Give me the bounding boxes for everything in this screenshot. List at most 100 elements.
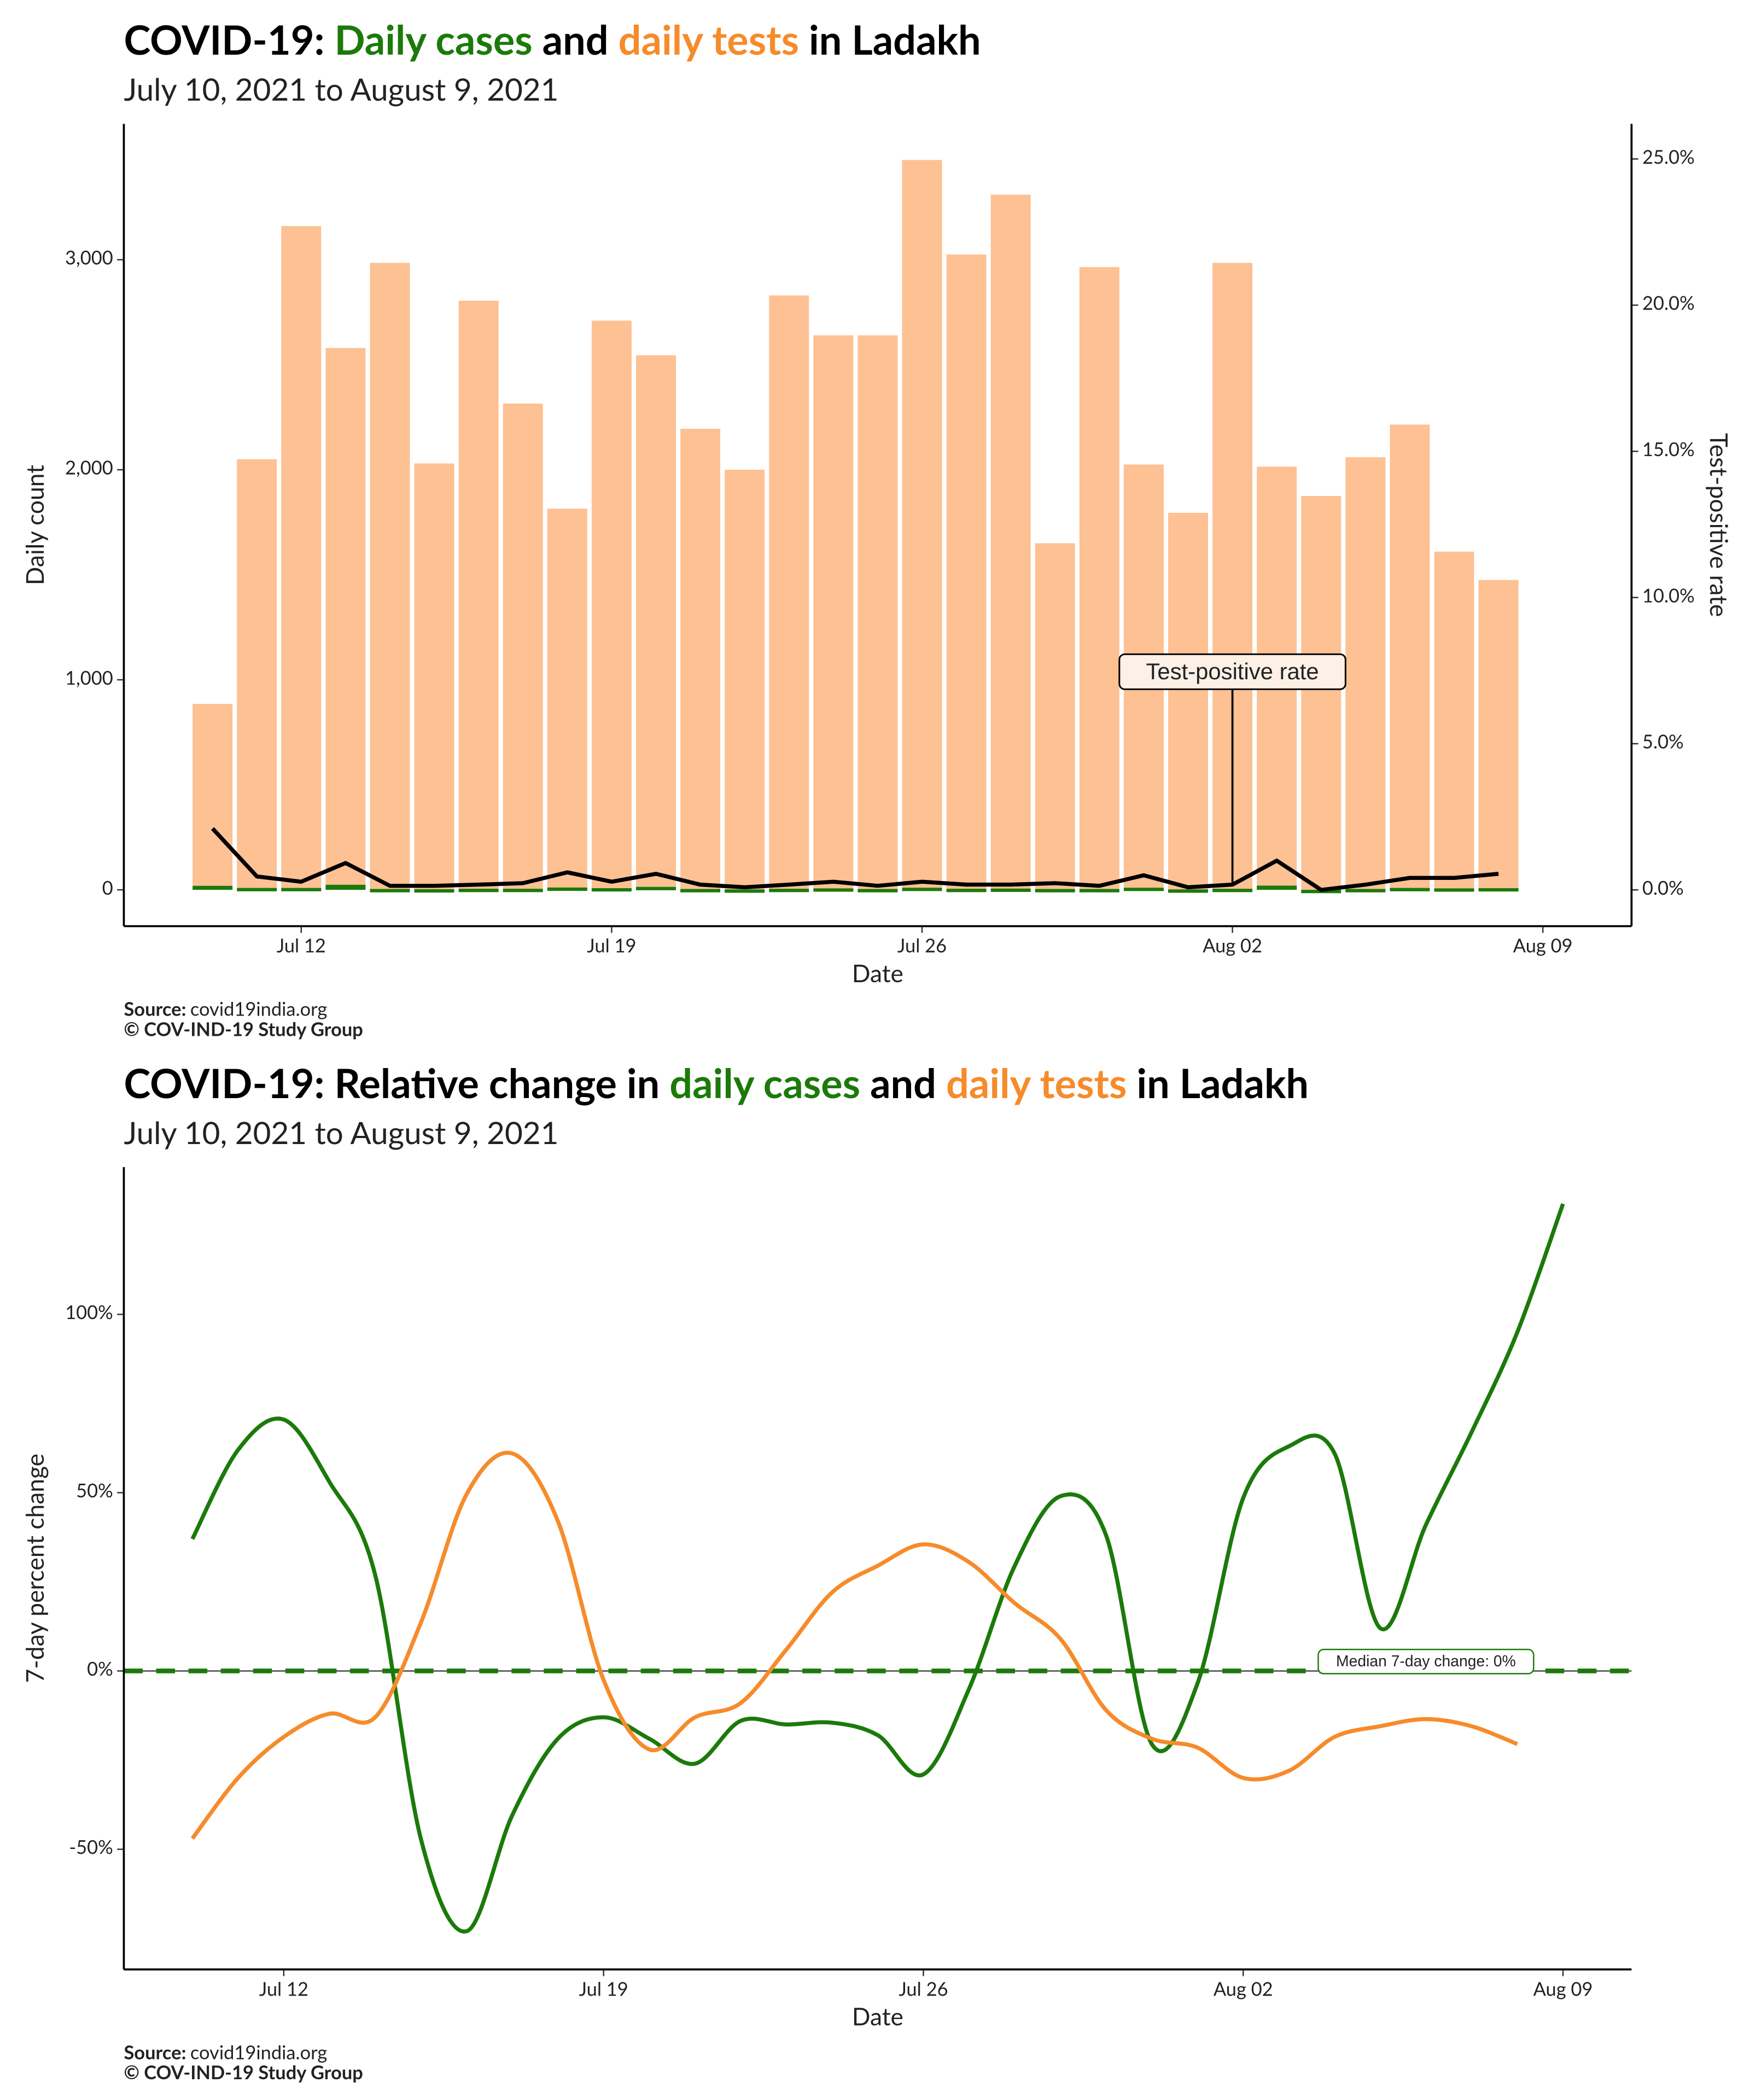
bar [414,889,454,893]
x-tick-label: Aug 09 [1533,1978,1593,2000]
bar [1478,888,1519,892]
y-tick-label: 50% [76,1479,113,1502]
bar [591,320,632,890]
copyright: © COV-IND-19 Study Group [124,1018,363,1040]
y2-tick-label: 5.0% [1642,731,1684,753]
bar [281,888,322,891]
bar [1345,889,1386,892]
y2-axis-label: Test-positive rate [1705,433,1734,617]
y2-tick-label: 10.0% [1642,584,1695,606]
line [211,827,1499,892]
line [190,1203,1565,1934]
x-tick-label: Jul 26 [899,1978,948,2000]
bar [1123,888,1164,891]
title-part: COVID-19: [124,15,334,63]
bar [680,429,721,890]
chart-title: COVID-19: Daily cases and daily tests in… [124,15,981,63]
bar [1301,496,1341,890]
bar [902,160,942,890]
title-part: in Ladakh [799,15,981,63]
bar [1390,888,1430,891]
source-label: Source: [124,2041,186,2063]
bar [1035,889,1075,892]
bar [1434,551,1474,890]
chart-title: COVID-19: Relative change in daily cases… [124,1058,1309,1107]
bar [547,887,587,891]
bar [725,469,765,890]
bar [1168,512,1209,890]
bar [1390,424,1430,890]
bar [769,889,809,892]
x-axis-label: Date [852,959,903,988]
bar [1168,889,1209,893]
bar [370,262,410,890]
copyright: © COV-IND-19 Study Group [124,2061,363,2084]
annotation-label: Median 7-day change: 0% [1336,1652,1516,1670]
bar [1079,267,1119,890]
y2-tick-label: 0.0% [1642,877,1684,899]
bar [281,226,322,890]
annotation-label: Test-positive rate [1146,658,1319,684]
bar [192,885,233,890]
source: Source: covid19india.org [124,998,327,1020]
line [190,1450,1518,1840]
title-part: daily tests [619,15,799,63]
source-text: covid19india.org [190,998,327,1020]
bar [1079,889,1119,892]
annotation-box [1118,653,1346,690]
y2-tick-label: 20.0% [1642,292,1695,314]
bar [1257,885,1297,890]
bar [1035,543,1075,890]
bar [1212,889,1253,892]
title-part: daily cases [669,1058,860,1107]
x-tick-label: Jul 26 [897,935,947,957]
bar [591,888,632,892]
x-tick-label: Jul 12 [277,935,326,957]
bar [414,463,454,890]
chart-subtitle: July 10, 2021 to August 9, 2021 [124,71,558,108]
bar [769,295,809,890]
y2-tick-label: 25.0% [1642,145,1695,168]
bar [1434,888,1474,892]
bar [636,355,676,890]
bar [813,335,854,890]
y-tick-label: 1,000 [65,667,113,689]
bar [325,348,366,890]
bar [458,300,499,890]
y-axis-label: Daily count [20,465,49,585]
y-tick-label: -50% [69,1836,113,1858]
bar [325,884,366,890]
bar [813,888,854,892]
bar [946,254,987,890]
bar [990,194,1031,890]
source-label: Source: [124,998,186,1020]
chart-subtitle: July 10, 2021 to August 9, 2021 [124,1114,558,1151]
bar [946,889,987,892]
bar [192,704,233,890]
bar [990,888,1031,892]
title-part: and [533,15,619,63]
bar [858,889,898,892]
bar [458,889,499,892]
bar [636,886,676,890]
bar [1345,457,1386,890]
bar [237,888,277,891]
x-axis-label: Date [852,2002,903,2031]
title-part: COVID-19: Relative change in [124,1058,669,1107]
source: Source: covid19india.org [124,2041,327,2063]
bar [680,889,721,892]
source-text: covid19india.org [190,2041,327,2063]
y-tick-label: 100% [65,1301,113,1323]
x-tick-label: Aug 02 [1203,935,1262,957]
bar [503,404,543,890]
bar [858,335,898,890]
bar [1478,580,1519,890]
y-tick-label: 0 [102,877,113,899]
title-part: Daily cases [335,15,533,63]
x-tick-label: Jul 12 [259,1978,308,2000]
annotation-box [1317,1648,1535,1675]
bar [237,459,277,890]
x-tick-label: Jul 19 [587,935,636,957]
title-part: in Ladakh [1127,1058,1309,1107]
bar [902,888,942,891]
